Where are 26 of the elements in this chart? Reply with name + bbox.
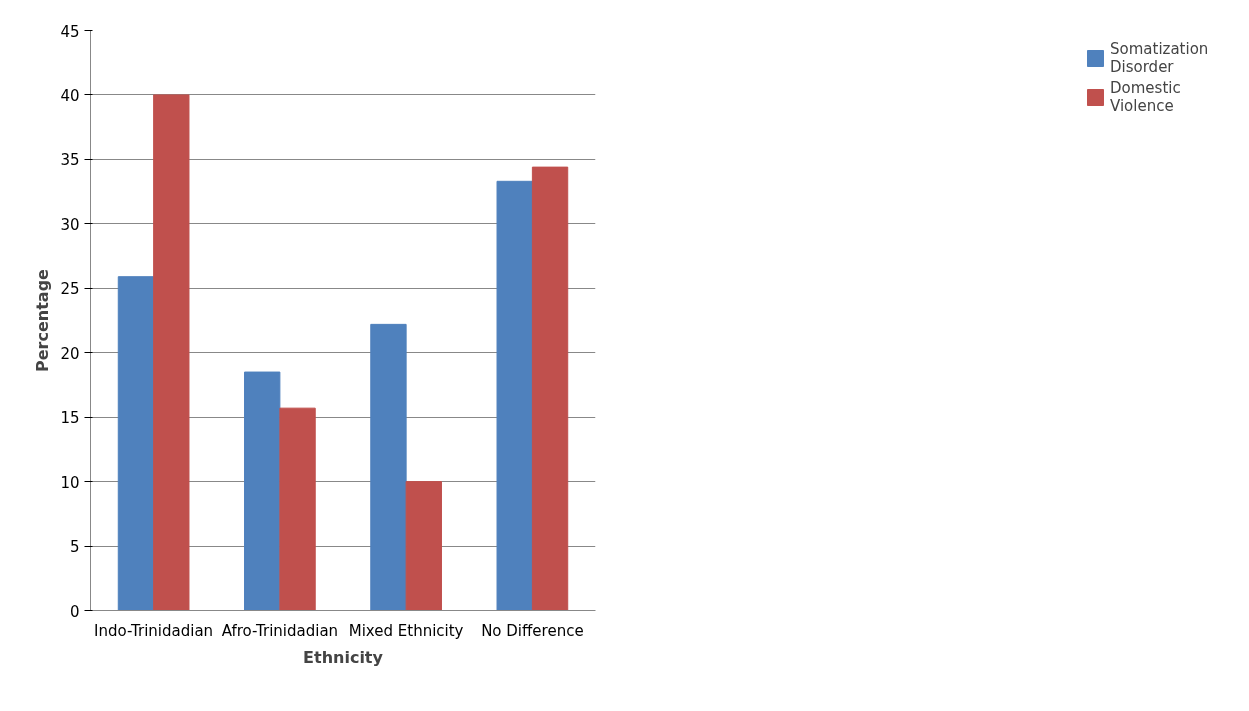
y-tick-label: 25 — [60, 280, 80, 299]
bar — [117, 276, 155, 611]
y-tick-label: 30 — [60, 215, 80, 234]
bar — [153, 94, 190, 611]
bar — [244, 371, 281, 611]
bar — [279, 407, 316, 611]
bar — [370, 323, 407, 611]
y-axis-title: Percentage — [33, 268, 53, 372]
bar — [405, 481, 442, 611]
x-tick-label: Indo-Trinidadian — [94, 621, 214, 640]
bar — [496, 180, 533, 611]
legend-label: Somatization Disorder — [1110, 40, 1210, 76]
x-tick-label: Afro-Trinidadian — [221, 621, 339, 640]
y-tick-label: 10 — [60, 473, 80, 492]
y-tick-label: 5 — [69, 538, 80, 557]
y-tick-label: 35 — [60, 151, 80, 170]
legend-label: Domestic Violence — [1110, 79, 1182, 115]
bar — [531, 166, 569, 611]
y-tick-label: 45 — [60, 22, 80, 41]
y-tick-label: 40 — [60, 86, 80, 105]
x-axis-title: Ethnicity — [303, 647, 384, 667]
y-tick-label: 0 — [69, 602, 80, 621]
x-tick-label: No Difference — [481, 621, 584, 640]
y-tick-label: 20 — [60, 344, 80, 363]
y-tick-label: 15 — [60, 409, 80, 428]
x-tick-label: Mixed Ethnicity — [348, 621, 464, 640]
